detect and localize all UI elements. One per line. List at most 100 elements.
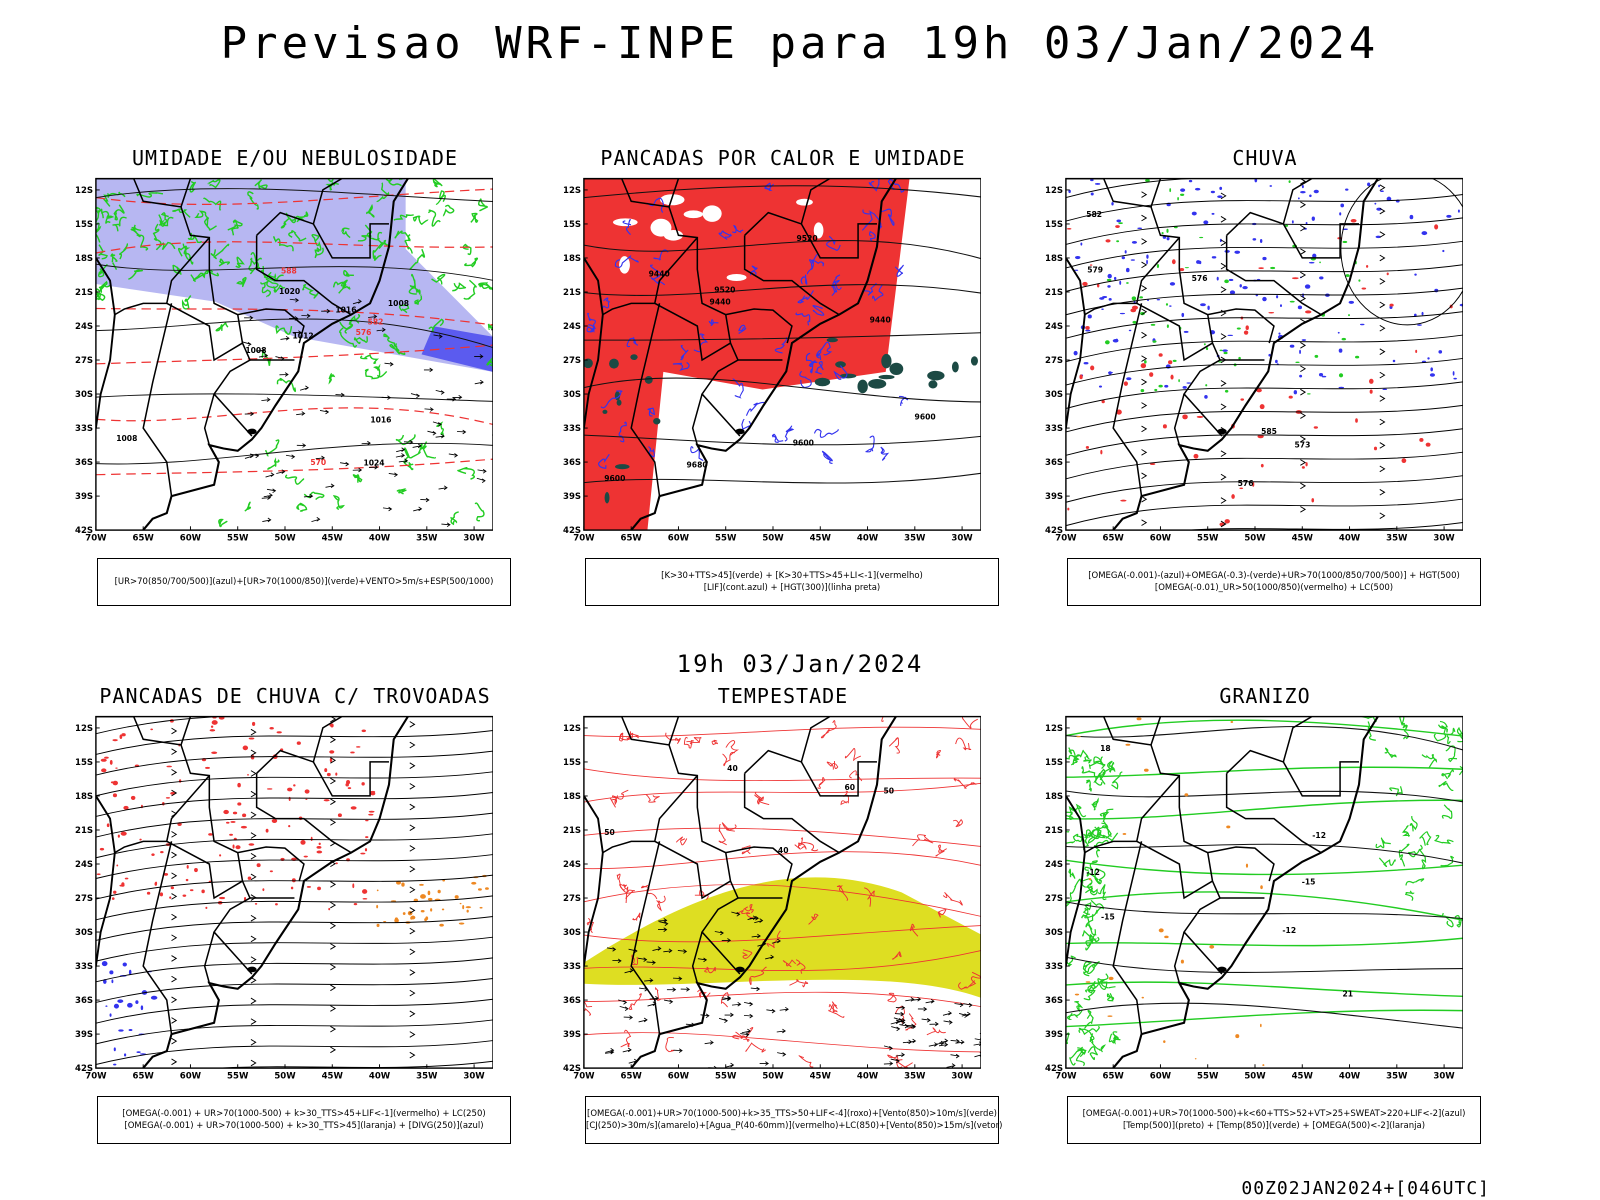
storm-area-red (112, 793, 118, 798)
rh-low-contour (158, 212, 169, 226)
rain-area-blue (1085, 329, 1091, 332)
rain-area-green (1355, 355, 1360, 359)
storm-area-red (329, 750, 335, 754)
rain-area-blue (1083, 362, 1089, 365)
contour-label: 1016 (370, 415, 391, 424)
streamline-arrow (409, 783, 416, 790)
storm-area-orange (376, 889, 379, 892)
omega-area (1074, 993, 1080, 996)
y-tick-label: 42S (563, 1064, 581, 1074)
wind-arrow (424, 407, 434, 412)
lagoon (1217, 428, 1227, 435)
streamline (1065, 217, 1463, 245)
panel-title: CHUVA (1232, 146, 1298, 170)
precipitable-water-contour (888, 737, 900, 754)
rain-area-blue (1409, 214, 1414, 220)
rain-area-red (1256, 388, 1262, 393)
wind-vector (905, 1023, 915, 1029)
rain-area-blue (1183, 330, 1189, 333)
map-plot: -12 -12 -15 21 18 -12 -15 70W 65W 60W 55W 50W 45W 40W… (1045, 715, 1463, 1082)
streamline-arrow (251, 1081, 256, 1084)
wind-vector (605, 1047, 615, 1053)
precipitable-water-contour (732, 1031, 743, 1040)
storm-area-orange (439, 923, 444, 927)
rh-low-contour (442, 204, 455, 217)
streamline (1065, 357, 1463, 386)
precipitable-water-contour (628, 993, 642, 1010)
y-tick-label: 33S (563, 424, 581, 434)
lifted-index-contour (799, 370, 812, 389)
precipitable-water-contour (754, 791, 770, 805)
storm-area-red (360, 852, 366, 855)
streamline-arrow (409, 989, 416, 997)
rh-low-contour (98, 244, 108, 260)
state-border (1112, 303, 1143, 497)
state-border (630, 303, 661, 497)
storm-area-red (361, 889, 368, 894)
wind-vector (619, 1005, 629, 1011)
storm-area-red (223, 809, 229, 815)
rain-area-green (1166, 324, 1169, 328)
rain-area-blue (1375, 235, 1381, 239)
map-plot: 582 576 576 573 579 585 70W 65W 60W 55W 50W 45W 40W 3… (1045, 177, 1463, 546)
rain-area-green (1199, 236, 1204, 239)
state-border (142, 303, 173, 497)
wind-vector (666, 987, 677, 992)
lifted-index-contour (745, 401, 766, 416)
rain-area-red (1115, 225, 1120, 228)
rh-low-contour (412, 215, 429, 226)
storm-area-red (219, 854, 222, 857)
rain-area-blue (1457, 209, 1460, 213)
wind-arrow (438, 485, 448, 490)
streamline (1065, 475, 1463, 503)
temp850-contour (1075, 749, 1090, 760)
x-tick-label: 65W (1103, 1072, 1125, 1082)
precipitable-water-contour (754, 794, 764, 805)
streamline-arrow (250, 832, 257, 839)
wind-arrow (319, 409, 330, 415)
temp850-contour (1065, 859, 1463, 876)
rain-area-green (1184, 267, 1190, 269)
panel-title: UMIDADE E/OU NEBULOSIDADE (131, 146, 459, 170)
map-panel: UMIDADE E/OU NEBULOSIDADE 1008 1008 1008 101… (75, 146, 515, 626)
temp850-contour (1088, 761, 1106, 769)
wind-arrow (352, 467, 363, 473)
rh-low-contour (296, 502, 308, 512)
rain-area-blue (1217, 195, 1223, 199)
wind-arrow (448, 453, 459, 458)
wind-vector (618, 999, 628, 1005)
rain-area-blue (1191, 211, 1197, 216)
streamline-arrow (330, 736, 337, 743)
wind-arrow (423, 367, 434, 373)
wind-arrow (352, 299, 362, 305)
rain-area-blue (1125, 267, 1130, 273)
wind-arrow (301, 313, 311, 319)
rain-area-blue (1392, 359, 1396, 363)
panel-title: TEMPESTADE (717, 684, 849, 708)
streamline-arrow (330, 881, 337, 888)
omega-area (1136, 717, 1142, 721)
x-tick-label: 30W (951, 534, 973, 544)
rain-area-blue (1164, 384, 1169, 388)
rain-area-green (1156, 263, 1160, 269)
streamline-arrow (171, 1037, 178, 1045)
wind-vector (721, 995, 732, 1001)
streamline-arrow (1221, 545, 1226, 546)
rain-area-blue (1421, 311, 1424, 316)
precipitable-water-contour (789, 979, 809, 988)
rh-low-contour (427, 209, 441, 227)
state-border (1135, 237, 1213, 362)
storm-area-red (361, 729, 366, 733)
storm-area-red (121, 882, 125, 887)
storm-area-orange (462, 904, 465, 910)
rain-area-blue (1234, 250, 1241, 254)
rain-area-green (1236, 327, 1241, 330)
coastline (1112, 716, 1380, 1069)
storm-area-red (256, 863, 261, 868)
precipitable-water-contour (722, 751, 736, 767)
rh-low-contour (95, 206, 104, 219)
state-border (1084, 302, 1137, 316)
rain-area-green (1177, 197, 1179, 201)
x-tick-label: 35W (1386, 1072, 1408, 1082)
contour-label: 1020 (279, 287, 300, 296)
